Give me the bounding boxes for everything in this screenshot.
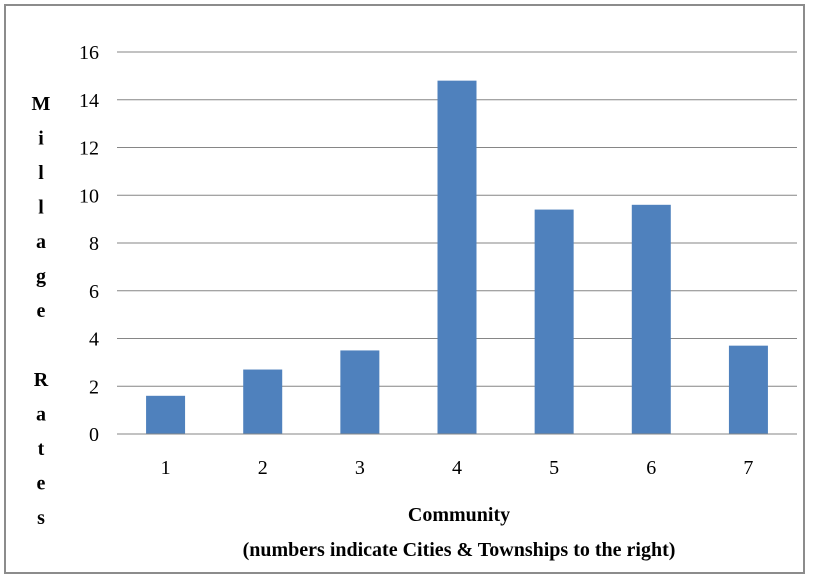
y-tick-label: 2 — [89, 376, 99, 398]
y-axis-title-letter: e — [37, 300, 46, 322]
x-axis-subtitle: (numbers indicate Cities & Townships to … — [243, 539, 676, 561]
y-tick-label: 4 — [89, 329, 99, 351]
y-axis-title-letter: i — [38, 128, 44, 150]
x-tick-label: 4 — [452, 457, 462, 479]
bars — [146, 80, 768, 435]
bar — [437, 80, 477, 435]
y-axis-title-letter: M — [32, 93, 51, 115]
y-axis-title-letter: e — [37, 473, 46, 495]
y-axis-title-letter: a — [36, 404, 46, 426]
x-tick-label: 3 — [355, 457, 365, 479]
y-axis-title-letter: a — [36, 231, 46, 253]
bar — [340, 350, 380, 434]
y-tick-label: 8 — [89, 233, 99, 255]
bar — [728, 345, 768, 434]
x-tick-label: 2 — [258, 457, 268, 479]
x-tick-label: 5 — [549, 457, 559, 479]
y-tick-label: 6 — [89, 281, 99, 303]
y-tick-label: 12 — [79, 138, 99, 160]
x-tick-label: 7 — [743, 457, 753, 479]
y-tick-label: 0 — [89, 424, 99, 446]
chart-frame — [4, 4, 805, 574]
y-axis-title-letter: l — [38, 197, 44, 219]
x-axis-title: Community — [408, 504, 510, 526]
y-tick-label: 16 — [79, 42, 99, 64]
bar — [146, 395, 186, 434]
x-tick-labels: 1 2 3 4 5 6 7 — [161, 457, 754, 479]
y-axis-title-letter: t — [38, 438, 45, 460]
x-tick-label: 6 — [646, 457, 656, 479]
y-axis-title-letter: g — [36, 266, 46, 288]
bar — [243, 369, 283, 434]
bar — [534, 209, 574, 434]
y-tick-labels: 0 2 4 6 8 10 12 14 16 — [79, 42, 99, 446]
y-axis-title-letter: l — [38, 162, 44, 184]
bar — [631, 204, 671, 434]
x-tick-label: 1 — [161, 457, 171, 479]
y-tick-label: 14 — [79, 90, 99, 112]
y-tick-label: 10 — [79, 185, 99, 207]
y-axis-title-letter: R — [34, 369, 49, 391]
y-axis-title-letter: s — [37, 507, 45, 529]
